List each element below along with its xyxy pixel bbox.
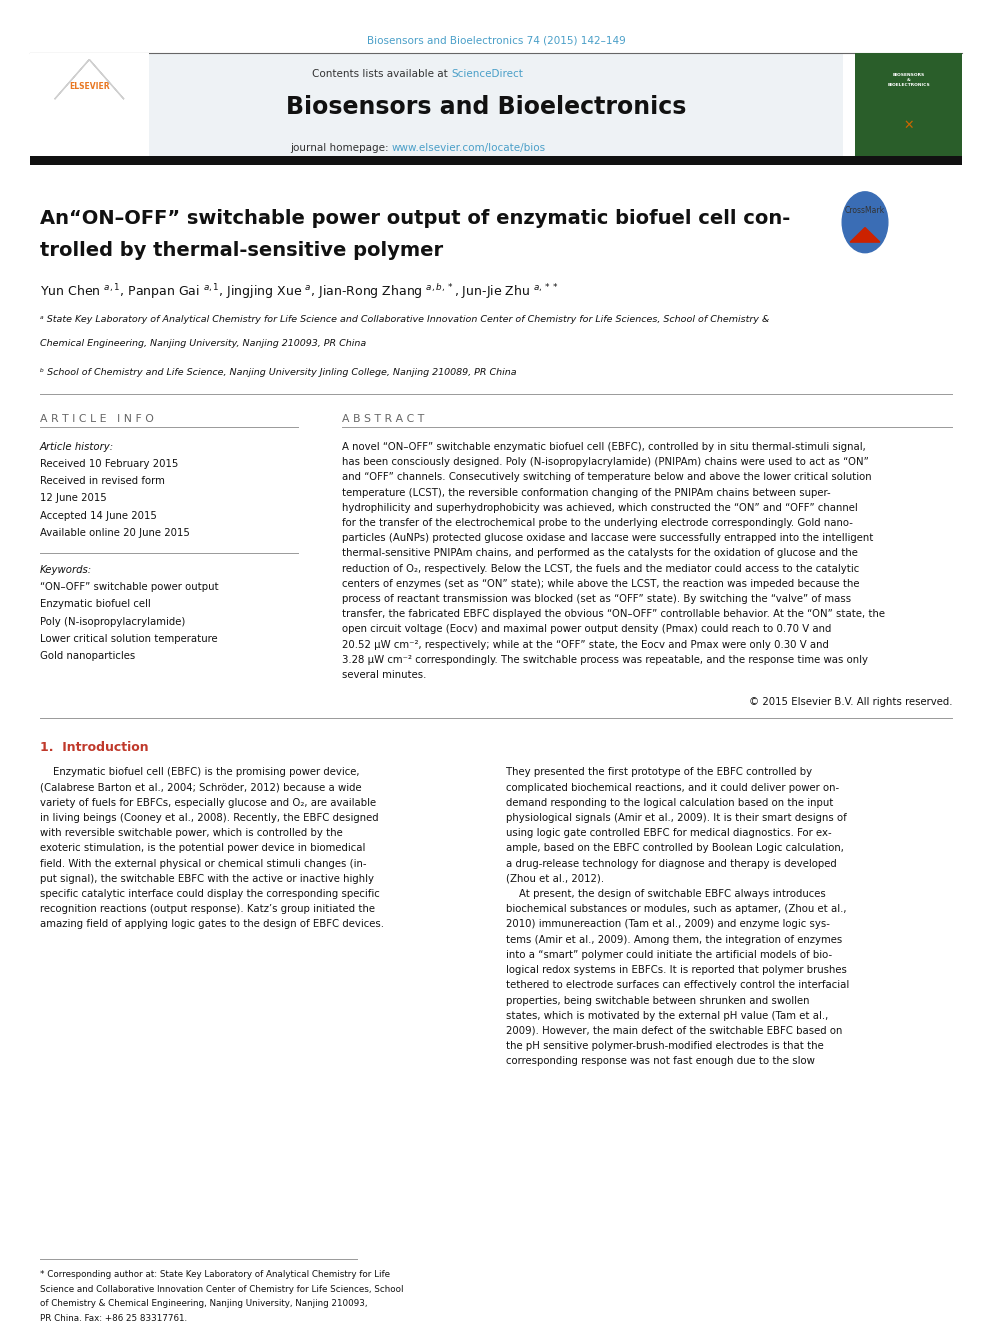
Text: Received in revised form: Received in revised form (40, 476, 165, 487)
Text: Enzymatic biofuel cell: Enzymatic biofuel cell (40, 599, 151, 610)
Text: transfer, the fabricated EBFC displayed the obvious “ON–OFF” controllable behavi: transfer, the fabricated EBFC displayed … (342, 610, 885, 619)
Text: Yun Chen $^{a,1}$, Panpan Gai $^{a,1}$, Jingjing Xue $^{a}$, Jian-Rong Zhang $^{: Yun Chen $^{a,1}$, Panpan Gai $^{a,1}$, … (40, 282, 558, 300)
Bar (30, 53, 149, 156)
Text: the pH sensitive polymer-brush-modified electrodes is that the: the pH sensitive polymer-brush-modified … (506, 1041, 823, 1052)
Text: biochemical substances or modules, such as aptamer, (Zhou et al.,: biochemical substances or modules, such … (506, 905, 846, 914)
Text: physiological signals (Amir et al., 2009). It is their smart designs of: physiological signals (Amir et al., 2009… (506, 812, 846, 823)
Text: tethered to electrode surfaces can effectively control the interfacial: tethered to electrode surfaces can effec… (506, 980, 849, 991)
Text: specific catalytic interface could display the corresponding specific: specific catalytic interface could displ… (40, 889, 379, 900)
Text: A novel “ON–OFF” switchable enzymatic biofuel cell (EBFC), controlled by in situ: A novel “ON–OFF” switchable enzymatic bi… (342, 442, 866, 452)
Text: tems (Amir et al., 2009). Among them, the integration of enzymes: tems (Amir et al., 2009). Among them, th… (506, 934, 842, 945)
Text: A R T I C L E   I N F O: A R T I C L E I N F O (40, 414, 154, 425)
Text: Available online 20 June 2015: Available online 20 June 2015 (40, 528, 189, 538)
Text: states, which is motivated by the external pH value (Tam et al.,: states, which is motivated by the extern… (506, 1011, 828, 1021)
Text: ᵇ School of Chemistry and Life Science, Nanjing University Jinling College, Nanj: ᵇ School of Chemistry and Life Science, … (40, 368, 516, 377)
Text: recognition reactions (output response). Katz’s group initiated the: recognition reactions (output response).… (40, 905, 375, 914)
Text: © 2015 Elsevier B.V. All rights reserved.: © 2015 Elsevier B.V. All rights reserved… (749, 697, 952, 708)
Text: amazing field of applying logic gates to the design of EBFC devices.: amazing field of applying logic gates to… (40, 919, 384, 930)
Text: 2010) immunereaction (Tam et al., 2009) and enzyme logic sys-: 2010) immunereaction (Tam et al., 2009) … (506, 919, 829, 930)
Text: Biosensors and Bioelectronics: Biosensors and Bioelectronics (286, 95, 686, 119)
Text: into a “smart” polymer could initiate the artificial models of bio-: into a “smart” polymer could initiate th… (506, 950, 832, 960)
Text: process of reactant transmission was blocked (set as “OFF” state). By switching : process of reactant transmission was blo… (342, 594, 851, 605)
Text: 12 June 2015: 12 June 2015 (40, 493, 106, 504)
Text: At present, the design of switchable EBFC always introduces: At present, the design of switchable EBF… (506, 889, 825, 900)
Text: Gold nanoparticles: Gold nanoparticles (40, 651, 135, 662)
Text: ELSEVIER: ELSEVIER (69, 82, 109, 91)
Text: using logic gate controlled EBFC for medical diagnostics. For ex-: using logic gate controlled EBFC for med… (506, 828, 831, 839)
Text: centers of enzymes (set as “ON” state); while above the LCST, the reaction was i: centers of enzymes (set as “ON” state); … (342, 579, 860, 589)
Text: A B S T R A C T: A B S T R A C T (342, 414, 425, 425)
Text: reduction of O₂, respectively. Below the LCST, the fuels and the mediator could : reduction of O₂, respectively. Below the… (342, 564, 859, 574)
Text: trolled by thermal-sensitive polymer: trolled by thermal-sensitive polymer (40, 241, 442, 259)
Text: open circuit voltage (Eocv) and maximal power output density (Pmax) could reach : open circuit voltage (Eocv) and maximal … (342, 624, 831, 635)
Text: CrossMark: CrossMark (845, 206, 885, 216)
Text: temperature (LCST), the reversible conformation changing of the PNIPAm chains be: temperature (LCST), the reversible confo… (342, 488, 831, 497)
Text: several minutes.: several minutes. (342, 669, 427, 680)
Text: 1.  Introduction: 1. Introduction (40, 741, 149, 754)
Bar (855, 53, 962, 156)
Text: hydrophilicity and superhydrophobicity was achieved, which constructed the “ON” : hydrophilicity and superhydrophobicity w… (342, 503, 858, 513)
Text: ᵃ State Key Laboratory of Analytical Chemistry for Life Science and Collaborativ: ᵃ State Key Laboratory of Analytical Che… (40, 315, 769, 324)
Polygon shape (850, 228, 880, 242)
Text: Received 10 February 2015: Received 10 February 2015 (40, 459, 178, 470)
Text: variety of fuels for EBFCs, especially glucose and O₂, are available: variety of fuels for EBFCs, especially g… (40, 798, 376, 808)
Text: Keywords:: Keywords: (40, 565, 92, 576)
Polygon shape (55, 60, 124, 99)
Text: www.elsevier.com/locate/bios: www.elsevier.com/locate/bios (392, 143, 546, 153)
Text: Accepted 14 June 2015: Accepted 14 June 2015 (40, 511, 157, 521)
Text: with reversible switchable power, which is controlled by the: with reversible switchable power, which … (40, 828, 342, 839)
Text: a drug-release technology for diagnose and therapy is developed: a drug-release technology for diagnose a… (506, 859, 836, 869)
Text: field. With the external physical or chemical stimuli changes (in-: field. With the external physical or che… (40, 859, 366, 869)
Text: * Corresponding author at: State Key Laboratory of Analytical Chemistry for Life: * Corresponding author at: State Key Lab… (40, 1270, 390, 1279)
Text: of Chemistry & Chemical Engineering, Nanjing University, Nanjing 210093,: of Chemistry & Chemical Engineering, Nan… (40, 1299, 367, 1308)
Text: Biosensors and Bioelectronics 74 (2015) 142–149: Biosensors and Bioelectronics 74 (2015) … (367, 36, 625, 46)
Bar (129, 53, 843, 156)
Text: 3.28 μW cm⁻² correspondingly. The switchable process was repeatable, and the res: 3.28 μW cm⁻² correspondingly. The switch… (342, 655, 868, 665)
Text: Contents lists available at: Contents lists available at (312, 69, 451, 79)
Text: BIOSENSORS
&
BIOELECTRONICS: BIOSENSORS & BIOELECTRONICS (887, 73, 930, 86)
Text: ample, based on the EBFC controlled by Boolean Logic calculation,: ample, based on the EBFC controlled by B… (506, 844, 844, 853)
Text: exoteric stimulation, is the potential power device in biomedical: exoteric stimulation, is the potential p… (40, 844, 365, 853)
Text: for the transfer of the electrochemical probe to the underlying electrode corres: for the transfer of the electrochemical … (342, 519, 853, 528)
Text: journal homepage:: journal homepage: (290, 143, 392, 153)
Text: corresponding response was not fast enough due to the slow: corresponding response was not fast enou… (506, 1056, 814, 1066)
Text: put signal), the switchable EBFC with the active or inactive highly: put signal), the switchable EBFC with th… (40, 873, 374, 884)
Text: 2009). However, the main defect of the switchable EBFC based on: 2009). However, the main defect of the s… (506, 1027, 842, 1036)
Text: Chemical Engineering, Nanjing University, Nanjing 210093, PR China: Chemical Engineering, Nanjing University… (40, 339, 366, 348)
Bar (30, 156, 962, 165)
Text: An“ON–OFF” switchable power output of enzymatic biofuel cell con-: An“ON–OFF” switchable power output of en… (40, 209, 790, 228)
Text: in living beings (Cooney et al., 2008). Recently, the EBFC designed: in living beings (Cooney et al., 2008). … (40, 812, 378, 823)
Text: (Calabrese Barton et al., 2004; Schröder, 2012) because a wide: (Calabrese Barton et al., 2004; Schröder… (40, 782, 361, 792)
Text: Enzymatic biofuel cell (EBFC) is the promising power device,: Enzymatic biofuel cell (EBFC) is the pro… (40, 767, 359, 778)
Text: has been consciously designed. Poly (N-isopropylacrylamide) (PNIPAm) chains were: has been consciously designed. Poly (N-i… (342, 458, 869, 467)
Text: 20.52 μW cm⁻², respectively; while at the “OFF” state, the Eocv and Pmax were on: 20.52 μW cm⁻², respectively; while at th… (342, 640, 829, 650)
Text: (Zhou et al., 2012).: (Zhou et al., 2012). (506, 873, 604, 884)
Text: PR China. Fax: +86 25 83317761.: PR China. Fax: +86 25 83317761. (40, 1314, 186, 1323)
Text: ✕: ✕ (904, 119, 914, 132)
Text: “ON–OFF” switchable power output: “ON–OFF” switchable power output (40, 582, 218, 593)
Text: thermal-sensitive PNIPAm chains, and performed as the catalysts for the oxidatio: thermal-sensitive PNIPAm chains, and per… (342, 549, 858, 558)
Text: Science and Collaborative Innovation Center of Chemistry for Life Sciences, Scho: Science and Collaborative Innovation Cen… (40, 1285, 403, 1294)
Text: Poly (N-isopropylacrylamide): Poly (N-isopropylacrylamide) (40, 617, 186, 627)
Text: particles (AuNPs) protected glucose oxidase and laccase were successfully entrap: particles (AuNPs) protected glucose oxid… (342, 533, 874, 544)
Text: ScienceDirect: ScienceDirect (451, 69, 523, 79)
Text: demand responding to the logical calculation based on the input: demand responding to the logical calcula… (506, 798, 833, 808)
Text: They presented the first prototype of the EBFC controlled by: They presented the first prototype of th… (506, 767, 812, 778)
Text: Article history:: Article history: (40, 442, 114, 452)
Text: logical redox systems in EBFCs. It is reported that polymer brushes: logical redox systems in EBFCs. It is re… (506, 964, 847, 975)
Text: properties, being switchable between shrunken and swollen: properties, being switchable between shr… (506, 995, 809, 1005)
Circle shape (842, 192, 888, 253)
Text: complicated biochemical reactions, and it could deliver power on-: complicated biochemical reactions, and i… (506, 782, 839, 792)
Text: and “OFF” channels. Consecutively switching of temperature below and above the l: and “OFF” channels. Consecutively switch… (342, 472, 872, 483)
Text: Lower critical solution temperature: Lower critical solution temperature (40, 634, 217, 644)
